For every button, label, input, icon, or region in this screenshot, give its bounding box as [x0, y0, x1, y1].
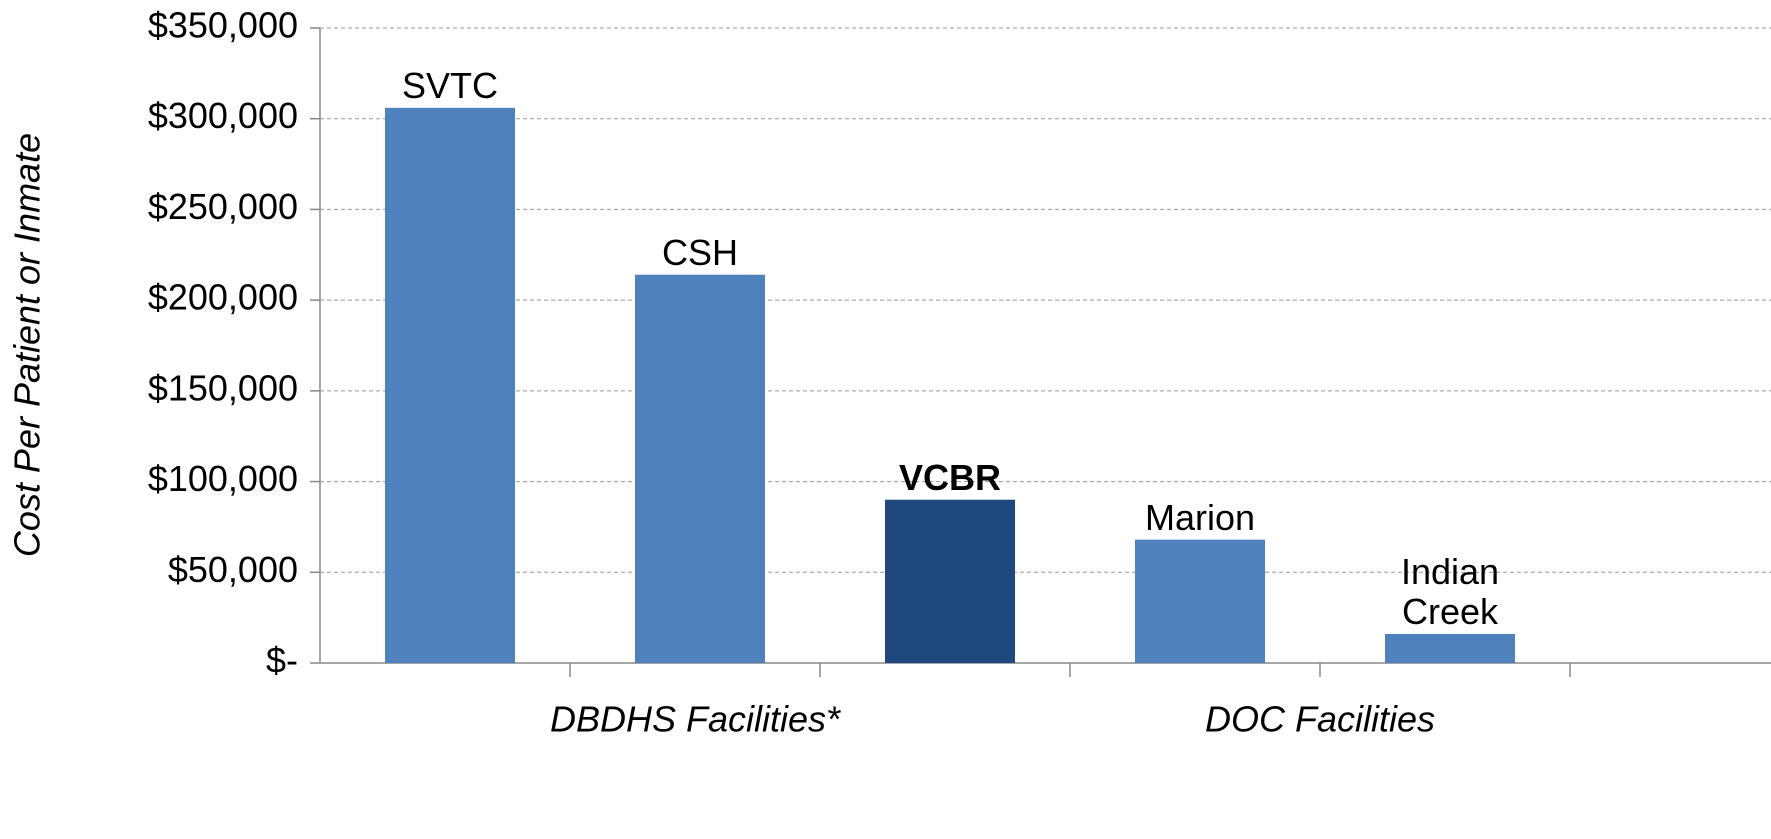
y-tick-label: $150,000	[148, 367, 298, 408]
y-tick-label: $200,000	[148, 277, 298, 318]
bar	[1135, 539, 1265, 663]
y-tick-label: $100,000	[148, 458, 298, 499]
category-label: SVTC	[401, 64, 498, 106]
group-label: DBDHS Facilities*	[550, 699, 841, 740]
y-tick-label: $350,000	[148, 5, 298, 46]
bar-label-box: SVTC	[401, 64, 498, 106]
bar	[1385, 633, 1515, 663]
category-label: CSH	[661, 231, 738, 273]
group-label: DOC Facilities	[1205, 699, 1435, 740]
bar	[385, 107, 515, 664]
category-label: VCBR	[898, 456, 1001, 498]
y-axis-label: Cost Per Patient or Inmate	[7, 133, 48, 557]
bar-label-box: Indian Creek	[1400, 550, 1500, 632]
category-label: Marion	[1144, 496, 1256, 538]
y-tick-label: $250,000	[148, 186, 298, 227]
y-tick-label: $300,000	[148, 95, 298, 136]
bar-label-box: CSH	[661, 231, 738, 273]
y-tick-label: $50,000	[168, 549, 298, 590]
bar-label-box: VCBR	[898, 456, 1001, 498]
bar	[635, 274, 765, 663]
bar	[885, 499, 1015, 663]
bar-label-box: Marion	[1144, 496, 1256, 538]
y-tick-label: $-	[266, 640, 298, 681]
category-label: Indian Creek	[1400, 550, 1500, 632]
